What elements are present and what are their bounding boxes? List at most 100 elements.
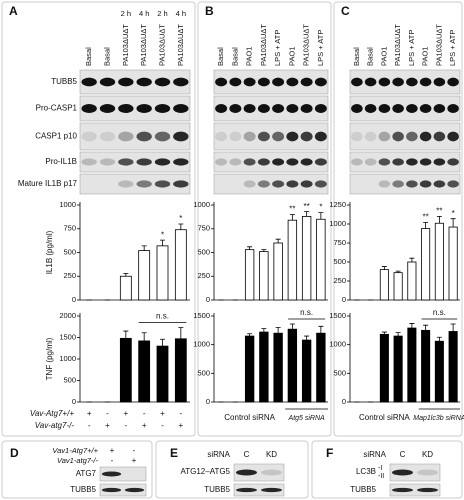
y-tick-label: 250 bbox=[333, 276, 346, 285]
lane-label: LPS + ATP bbox=[273, 30, 282, 66]
band bbox=[229, 158, 242, 166]
genotype-mark: - bbox=[143, 409, 146, 418]
error-bar bbox=[275, 238, 281, 243]
error-bar bbox=[123, 273, 129, 277]
band-label: -II bbox=[378, 473, 384, 480]
panel-frame bbox=[155, 440, 309, 499]
y-tick-label: 1000 bbox=[59, 200, 76, 209]
band bbox=[154, 77, 171, 87]
band bbox=[261, 469, 282, 476]
time-label: 2 h bbox=[121, 9, 131, 18]
genotype-label: Vav-atg7-/- bbox=[35, 421, 75, 430]
lane-label: PA103ΔUΔT bbox=[157, 24, 166, 66]
bar bbox=[156, 345, 169, 403]
y-tick-label: 2000 bbox=[59, 311, 76, 320]
bar bbox=[273, 242, 283, 301]
error-bar bbox=[423, 222, 429, 229]
y-tick-label: 750 bbox=[333, 238, 346, 247]
band bbox=[419, 77, 432, 87]
band bbox=[99, 131, 116, 142]
band bbox=[118, 158, 134, 166]
band bbox=[272, 131, 285, 142]
band bbox=[136, 131, 152, 142]
genotype-mark: + bbox=[110, 446, 115, 455]
y-tick-label: 1000 bbox=[329, 340, 346, 349]
panel-label: E bbox=[170, 446, 178, 460]
genotype-mark: + bbox=[105, 421, 110, 430]
band bbox=[124, 487, 145, 493]
lane-label: Basal bbox=[366, 47, 375, 66]
genotype-mark: + bbox=[178, 421, 183, 430]
error-bar bbox=[381, 266, 387, 270]
y-axis-label: TNF (pg/ml) bbox=[45, 337, 54, 380]
band bbox=[173, 104, 189, 113]
band bbox=[392, 158, 404, 166]
y-tick-label: 1000 bbox=[193, 340, 210, 349]
lane-label: Basal bbox=[84, 47, 93, 66]
genotype-mark: - bbox=[88, 421, 91, 430]
band bbox=[433, 77, 446, 87]
y-tick-label: 0 bbox=[342, 295, 346, 304]
band bbox=[99, 77, 116, 87]
panel-label: F bbox=[326, 446, 333, 460]
band bbox=[286, 131, 299, 142]
lane-label: PA103ΔUΔT bbox=[434, 24, 443, 66]
band bbox=[154, 180, 171, 188]
bar bbox=[174, 338, 187, 403]
bar bbox=[138, 340, 151, 403]
blot bbox=[79, 122, 191, 151]
error-bar bbox=[178, 223, 184, 230]
band bbox=[215, 104, 228, 113]
band bbox=[392, 77, 404, 87]
blot bbox=[233, 483, 285, 497]
blot-label: TUBB5 bbox=[204, 485, 230, 494]
band bbox=[118, 104, 134, 113]
band bbox=[300, 77, 313, 87]
lane-label: PA103ΔUΔT bbox=[393, 24, 402, 66]
bracket-label: n.s. bbox=[433, 308, 446, 317]
band bbox=[229, 131, 242, 142]
error-bar bbox=[178, 327, 184, 339]
lane-label: Basal bbox=[230, 47, 239, 66]
band bbox=[417, 487, 438, 493]
band bbox=[314, 180, 327, 188]
error-bar bbox=[261, 328, 267, 333]
genotype-label: Vav1-atg7-/- bbox=[57, 456, 98, 465]
error-bar bbox=[436, 336, 442, 342]
blot-label: LC3B bbox=[356, 467, 376, 476]
y-tick-label: 1250 bbox=[329, 200, 346, 209]
header-label: siRNA bbox=[363, 450, 386, 459]
band bbox=[215, 77, 228, 87]
band bbox=[272, 104, 285, 113]
bar bbox=[407, 261, 417, 301]
y-tick-label: 1000 bbox=[193, 200, 210, 209]
band bbox=[243, 158, 256, 166]
band bbox=[419, 180, 432, 188]
band bbox=[392, 104, 404, 113]
genotype-mark: + bbox=[132, 456, 137, 465]
bar bbox=[421, 329, 431, 403]
lane-label: C bbox=[400, 450, 406, 459]
bar bbox=[434, 340, 444, 403]
band bbox=[447, 131, 459, 142]
blot-label: TUBB5 bbox=[350, 485, 376, 494]
band bbox=[406, 158, 418, 166]
panel-frame bbox=[197, 1, 332, 437]
band bbox=[261, 487, 282, 493]
genotype-mark: + bbox=[160, 409, 165, 418]
band bbox=[257, 180, 270, 188]
group-label: Map1lc3b siRNA bbox=[413, 415, 464, 422]
band bbox=[286, 77, 299, 87]
band bbox=[300, 180, 313, 188]
band bbox=[406, 77, 418, 87]
genotype-mark: - bbox=[124, 421, 127, 430]
error-bar bbox=[261, 249, 267, 252]
genotype-label: Vav1-Atg7+/+ bbox=[52, 446, 98, 455]
time-label: 2 h bbox=[157, 9, 167, 18]
error-bar bbox=[304, 211, 310, 217]
bar bbox=[273, 332, 283, 403]
band bbox=[300, 104, 313, 113]
blot bbox=[389, 463, 441, 482]
band bbox=[173, 131, 189, 142]
